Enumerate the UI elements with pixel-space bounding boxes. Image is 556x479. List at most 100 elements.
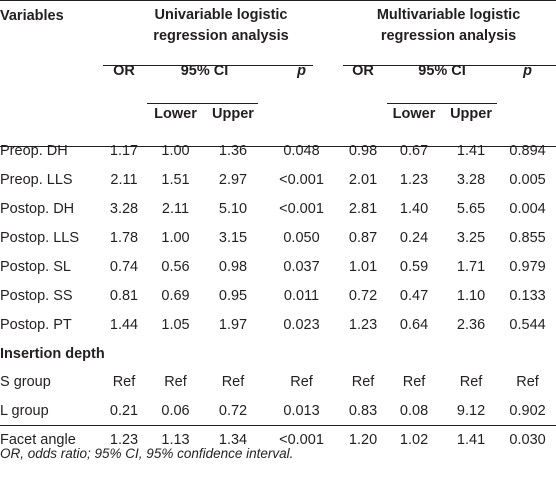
multivariable-header-line1: Multivariable logistic xyxy=(376,7,521,23)
variables-header: Variables xyxy=(0,8,64,24)
row-label: Postop. SL xyxy=(0,258,71,275)
table-row: Postop. SL 0.74 0.56 0.98 0.037 1.01 0.5… xyxy=(0,252,556,281)
cell: Ref xyxy=(290,374,313,391)
multivariable-underline xyxy=(343,65,556,66)
cell: 9.12 xyxy=(456,403,486,420)
cell: 1.23 xyxy=(399,171,429,188)
header-row-3: Lower Upper Lower Upper xyxy=(0,92,556,136)
cell: 0.59 xyxy=(399,258,429,275)
multi-lower-header: Lower xyxy=(392,106,436,122)
cell: 0.83 xyxy=(348,403,378,420)
table-row: Facet angle 1.23 1.13 1.34 <0.001 1.20 1… xyxy=(0,426,556,455)
row-label: Preop. DH xyxy=(0,142,68,159)
cell: 0.133 xyxy=(509,288,546,305)
cell: 0.24 xyxy=(399,229,429,246)
cell: 0.98 xyxy=(218,258,248,275)
cell: 0.855 xyxy=(509,229,546,246)
header-bottom-rule xyxy=(0,146,556,147)
cell: 1.02 xyxy=(399,432,429,449)
cell: 0.08 xyxy=(399,403,429,420)
row-label: Preop. LLS xyxy=(0,171,73,188)
univariable-underline xyxy=(103,65,313,66)
row-label: Postop. DH xyxy=(0,200,75,217)
table-row: Preop. LLS 2.11 1.51 2.97 <0.001 2.01 1.… xyxy=(0,165,556,194)
cell: 1.44 xyxy=(109,317,139,334)
cell: 5.65 xyxy=(456,200,486,217)
cell: 0.87 xyxy=(348,229,378,246)
cell: 0.72 xyxy=(348,288,378,305)
cell: 2.11 xyxy=(161,200,190,217)
cell: 1.20 xyxy=(348,432,378,449)
cell: 0.011 xyxy=(283,288,320,305)
section-label: Insertion depth xyxy=(0,345,105,362)
cell: 0.74 xyxy=(109,258,139,275)
table-row: Postop. PT 1.44 1.05 1.97 0.023 1.23 0.6… xyxy=(0,311,556,340)
cell: 0.69 xyxy=(161,288,190,305)
cell: Ref xyxy=(402,374,426,391)
cell: Ref xyxy=(459,374,483,391)
uni-or-header: OR xyxy=(113,63,135,79)
cell: 0.004 xyxy=(509,200,546,217)
cell: 1.23 xyxy=(348,317,378,334)
cell: Ref xyxy=(164,374,187,391)
multi-or-header: OR xyxy=(352,63,374,79)
cell: <0.001 xyxy=(279,171,324,188)
cell: 1.17 xyxy=(109,142,139,159)
cell: <0.001 xyxy=(279,432,324,449)
multivariable-header-line2: regression analysis xyxy=(380,28,517,44)
cell: 2.01 xyxy=(348,171,378,188)
multi-p-header: p xyxy=(523,63,532,79)
cell: 0.037 xyxy=(283,258,320,275)
cell: 0.005 xyxy=(509,171,546,188)
row-label: L group xyxy=(0,403,49,420)
cell: 1.00 xyxy=(161,142,190,159)
cell: 0.56 xyxy=(161,258,190,275)
cell: 0.21 xyxy=(109,403,139,420)
cell: 0.023 xyxy=(283,317,320,334)
cell: 5.10 xyxy=(218,200,248,217)
cell: 1.41 xyxy=(456,142,486,159)
row-label: Postop. SS xyxy=(0,288,73,305)
cell: 3.15 xyxy=(218,229,248,246)
table-row: L group 0.21 0.06 0.72 0.013 0.83 0.08 9… xyxy=(0,397,556,426)
cell: 2.11 xyxy=(110,171,138,188)
cell: 1.10 xyxy=(456,288,486,305)
cell: 0.67 xyxy=(399,142,429,159)
cell: 0.98 xyxy=(348,142,378,159)
section-row: Insertion depth xyxy=(0,340,556,368)
cell: 1.13 xyxy=(161,432,190,449)
cell: 0.050 xyxy=(283,229,320,246)
table-row: Postop. LLS 1.78 1.00 3.15 0.050 0.87 0.… xyxy=(0,223,556,252)
regression-table: Variables Univariable logistic Multivari… xyxy=(0,7,556,455)
multi-ci-underline xyxy=(387,103,497,104)
uni-lower-header: Lower xyxy=(154,106,197,122)
header-row-1b: regression analysis regression analysis xyxy=(0,23,556,50)
uni-upper-header: Upper xyxy=(212,106,254,122)
cell: Ref xyxy=(351,374,375,391)
table-row: Postop. SS 0.81 0.69 0.95 0.011 0.72 0.4… xyxy=(0,281,556,310)
cell: 1.00 xyxy=(161,229,190,246)
cell: 1.36 xyxy=(218,142,248,159)
cell: Ref xyxy=(112,374,136,391)
cell: 1.34 xyxy=(218,432,248,449)
header-row-2: OR 95% CI p OR 95% CI p xyxy=(0,50,556,92)
cell: 3.28 xyxy=(109,200,139,217)
cell: 3.28 xyxy=(456,171,486,188)
cell: 1.05 xyxy=(161,317,190,334)
cell: 0.902 xyxy=(509,403,546,420)
cell: 1.97 xyxy=(218,317,248,334)
table-row: S group Ref Ref Ref Ref Ref Ref Ref Ref xyxy=(0,368,556,397)
table-row: Postop. DH 3.28 2.11 5.10 <0.001 2.81 1.… xyxy=(0,194,556,223)
univariable-header-line1: Univariable logistic xyxy=(154,7,288,23)
uni-ci-underline xyxy=(147,103,258,104)
table-row: Preop. DH 1.17 1.00 1.36 0.048 0.98 0.67… xyxy=(0,136,556,165)
table-footnote: OR, odds ratio; 95% CI, 95% confidence i… xyxy=(0,446,294,461)
row-label: Postop. PT xyxy=(0,317,72,334)
cell: <0.001 xyxy=(279,200,324,217)
univariable-header-line2: regression analysis xyxy=(153,28,289,44)
cell: 0.979 xyxy=(509,258,546,275)
cell: Ref xyxy=(221,374,245,391)
row-label: Facet angle xyxy=(0,432,76,449)
cell: 1.51 xyxy=(161,171,190,188)
cell: 0.06 xyxy=(161,403,190,420)
